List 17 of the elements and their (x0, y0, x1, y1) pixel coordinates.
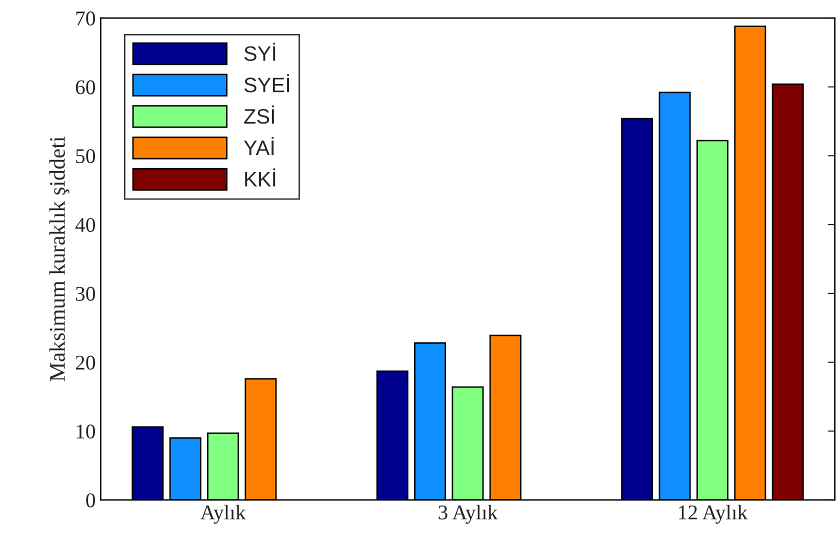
legend-label: SYİ (244, 42, 276, 61)
x-tick-label: 12 Aylık (679, 504, 748, 524)
y-tick-label: 70 (76, 11, 96, 26)
legend-label: SYEİ (244, 74, 289, 92)
legend-label: YAİ (244, 136, 274, 155)
y-axis-title: Maksimum kuraklık şiddeti (49, 136, 70, 382)
legend-label: KKİ (245, 168, 276, 186)
y-tick-label: 0 (86, 493, 96, 508)
legend-label: ZSİ (244, 106, 274, 124)
y-tick-label: 40 (75, 218, 96, 232)
x-tick-label: 3 Aylık (438, 504, 498, 524)
y-tick-label: 50 (76, 149, 96, 164)
y-tick-label: 30 (76, 286, 96, 301)
y-tick-label: 10 (76, 424, 96, 439)
y-tick-label: 60 (76, 80, 96, 94)
y-tick-label: 20 (76, 356, 96, 370)
x-tick-label: Aylık (200, 504, 246, 524)
